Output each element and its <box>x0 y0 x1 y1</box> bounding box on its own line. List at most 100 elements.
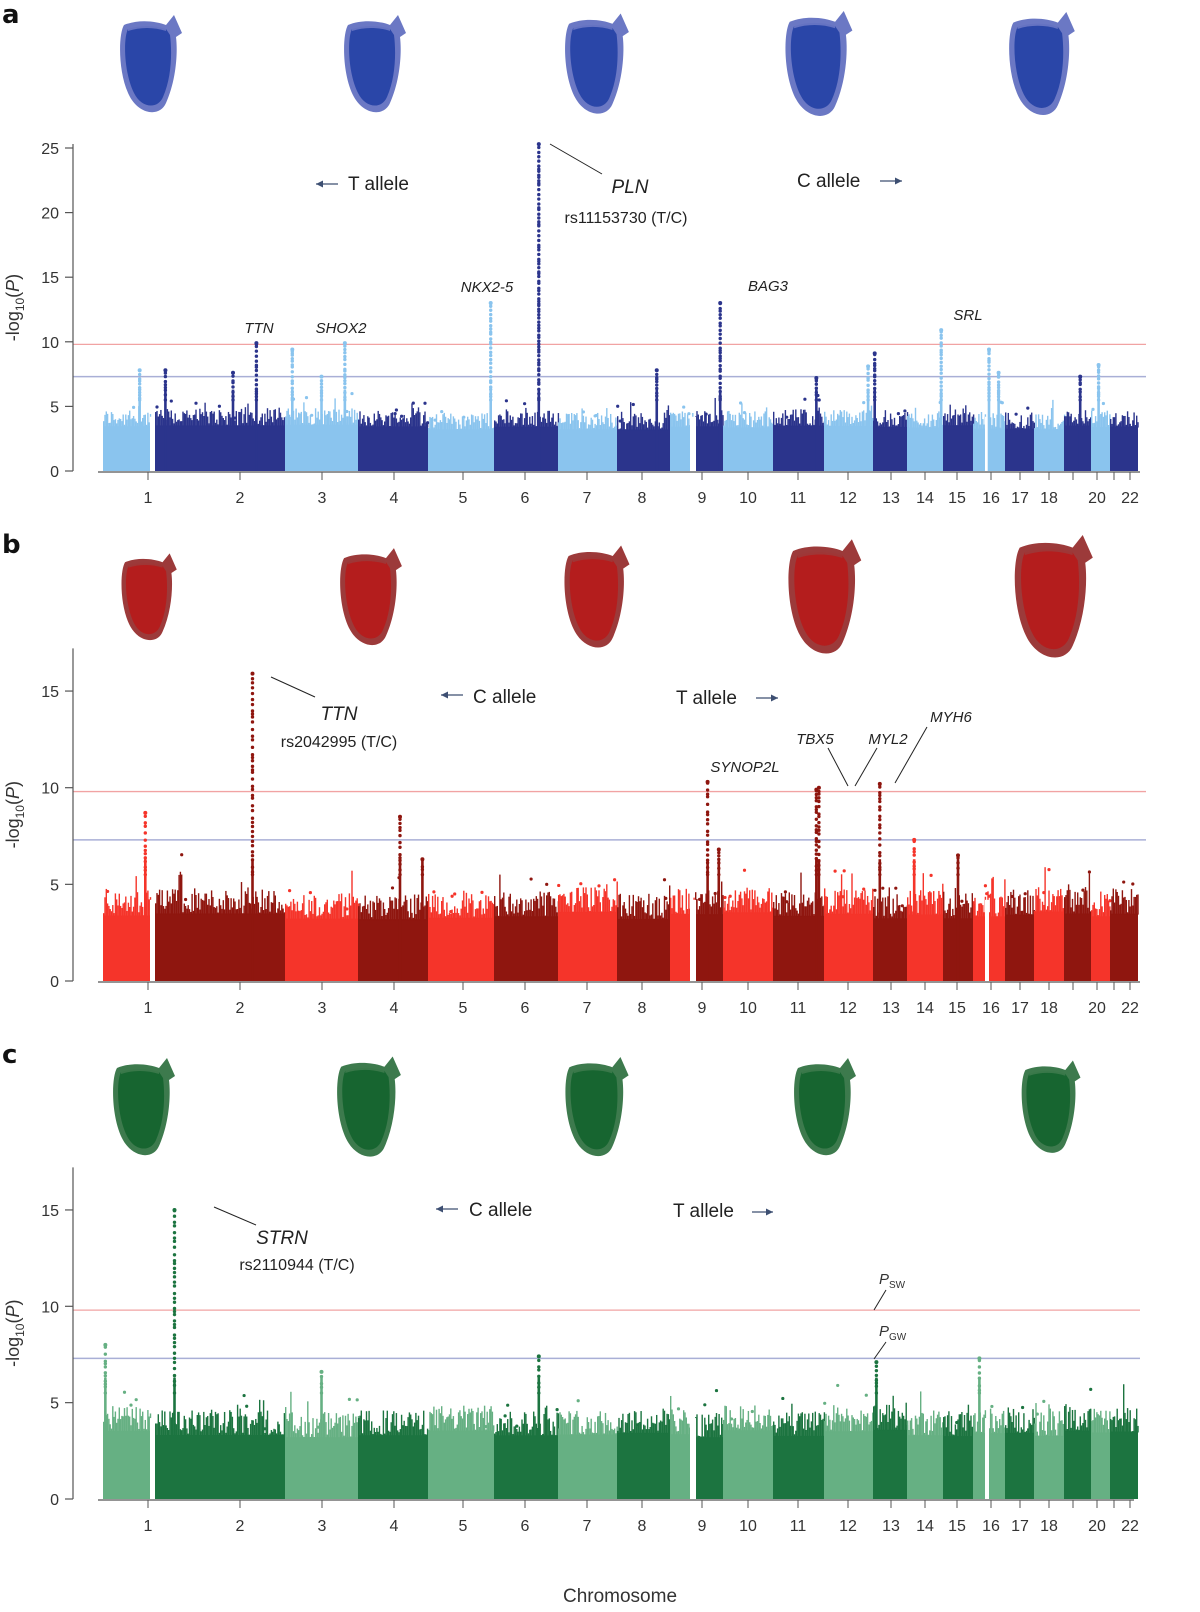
snp-column <box>1124 415 1126 428</box>
snp-column <box>812 901 814 917</box>
snp-column <box>277 1421 279 1436</box>
snp-column <box>873 1406 875 1431</box>
peak-point <box>814 830 819 835</box>
snp-point <box>728 894 732 898</box>
snp-column <box>1079 1416 1081 1432</box>
snp-column <box>910 905 913 916</box>
snp-column <box>105 888 107 917</box>
peak-point <box>537 1358 541 1363</box>
snp-column <box>652 903 654 920</box>
peak-point <box>873 378 877 383</box>
snp-column <box>618 1417 620 1434</box>
snp-column <box>296 417 299 426</box>
snp-column <box>988 912 990 918</box>
snp-column <box>114 893 117 917</box>
snp-column <box>496 423 498 428</box>
peak-point <box>878 861 882 866</box>
snp-column <box>446 422 448 431</box>
snp-point <box>242 1393 246 1398</box>
snp-column <box>1125 1419 1127 1433</box>
snp-column <box>179 1429 182 1436</box>
peak-point <box>143 814 147 819</box>
snp-column <box>569 1413 572 1436</box>
snp-column <box>1012 889 1015 916</box>
snp-column <box>909 890 911 916</box>
snp-point <box>194 401 198 405</box>
snp-column <box>361 418 364 428</box>
snp-column <box>181 874 183 915</box>
snp-column <box>888 426 890 428</box>
snp-column <box>523 1412 526 1437</box>
snp-column <box>863 1413 865 1433</box>
snp-column <box>317 1432 319 1439</box>
snp-column <box>612 899 614 913</box>
snp-column <box>709 904 711 916</box>
snp-column <box>1119 422 1121 428</box>
snp-column <box>505 911 508 918</box>
snp-column <box>261 413 263 427</box>
snp-column <box>736 425 738 429</box>
snp-column <box>148 422 150 428</box>
snp-column <box>1007 412 1009 430</box>
snp-column <box>824 411 826 427</box>
snp-column <box>1050 902 1053 913</box>
snp-column <box>565 904 568 913</box>
snp-column <box>702 421 705 428</box>
chromosome-19-points <box>1034 1399 1066 1499</box>
peak-point <box>814 852 819 856</box>
snp-column <box>925 425 927 429</box>
snp-column <box>343 1435 345 1439</box>
snp-column <box>997 912 1000 918</box>
snp-column <box>824 888 826 915</box>
snp-column <box>393 417 395 428</box>
snp-column <box>852 1417 854 1433</box>
snp-column <box>749 413 751 429</box>
snp-column <box>177 890 179 915</box>
snp-column <box>1090 417 1092 427</box>
snp-column <box>813 914 815 917</box>
peak-point <box>814 868 819 873</box>
snp-column <box>518 903 521 918</box>
snp-column <box>536 898 539 918</box>
snp-column <box>194 414 196 427</box>
snp-column <box>1023 1413 1025 1434</box>
snp-column <box>721 410 723 428</box>
snp-column <box>741 403 743 429</box>
leader-line-tbx5 <box>827 747 849 787</box>
snp-column <box>1093 902 1095 918</box>
peak-stem <box>1097 389 1100 471</box>
snp-column <box>751 427 753 429</box>
snp-column <box>771 892 773 914</box>
x-tick-label: 16 <box>982 1000 1000 1017</box>
snp-column <box>339 1416 341 1439</box>
snp-column <box>452 1416 455 1432</box>
peak-point <box>705 842 710 847</box>
snp-column <box>1047 906 1049 913</box>
snp-column <box>971 1426 973 1438</box>
snp-column <box>677 1430 680 1436</box>
peak-point <box>172 1230 177 1235</box>
snp-column <box>959 414 962 427</box>
peak-point <box>489 324 493 328</box>
snp-column <box>684 913 686 915</box>
snp-point <box>217 404 221 408</box>
snp-column <box>285 416 287 426</box>
chromosome-block <box>824 913 873 981</box>
snp-column <box>633 1411 636 1434</box>
psw-label: PSW <box>879 1271 906 1291</box>
snp-column <box>723 1419 725 1432</box>
heart-inner-chamber <box>345 559 392 639</box>
snp-column <box>236 908 239 915</box>
snp-column <box>953 415 955 427</box>
snp-column <box>177 1411 179 1436</box>
chromosome-block <box>907 427 943 471</box>
snp-column <box>617 1430 619 1434</box>
snp-column <box>309 911 312 920</box>
x-tick-label: 22 <box>1121 1000 1139 1017</box>
snp-column <box>755 422 757 429</box>
snp-column <box>848 1420 851 1433</box>
snp-column <box>557 413 560 428</box>
snp-column <box>304 914 306 920</box>
snp-column <box>1054 1429 1057 1437</box>
